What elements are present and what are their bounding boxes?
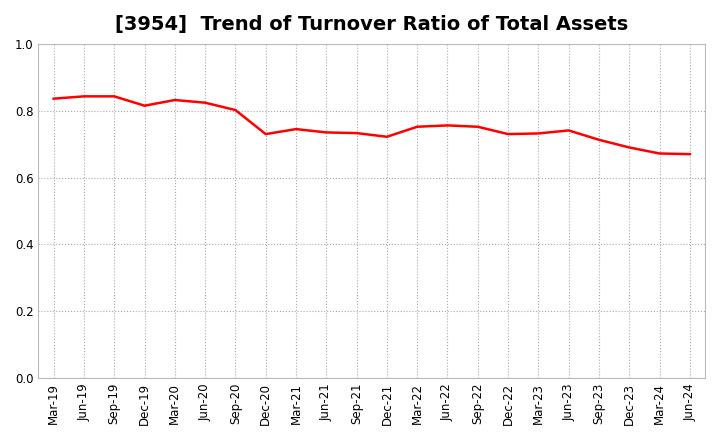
Title: [3954]  Trend of Turnover Ratio of Total Assets: [3954] Trend of Turnover Ratio of Total …: [115, 15, 629, 34]
